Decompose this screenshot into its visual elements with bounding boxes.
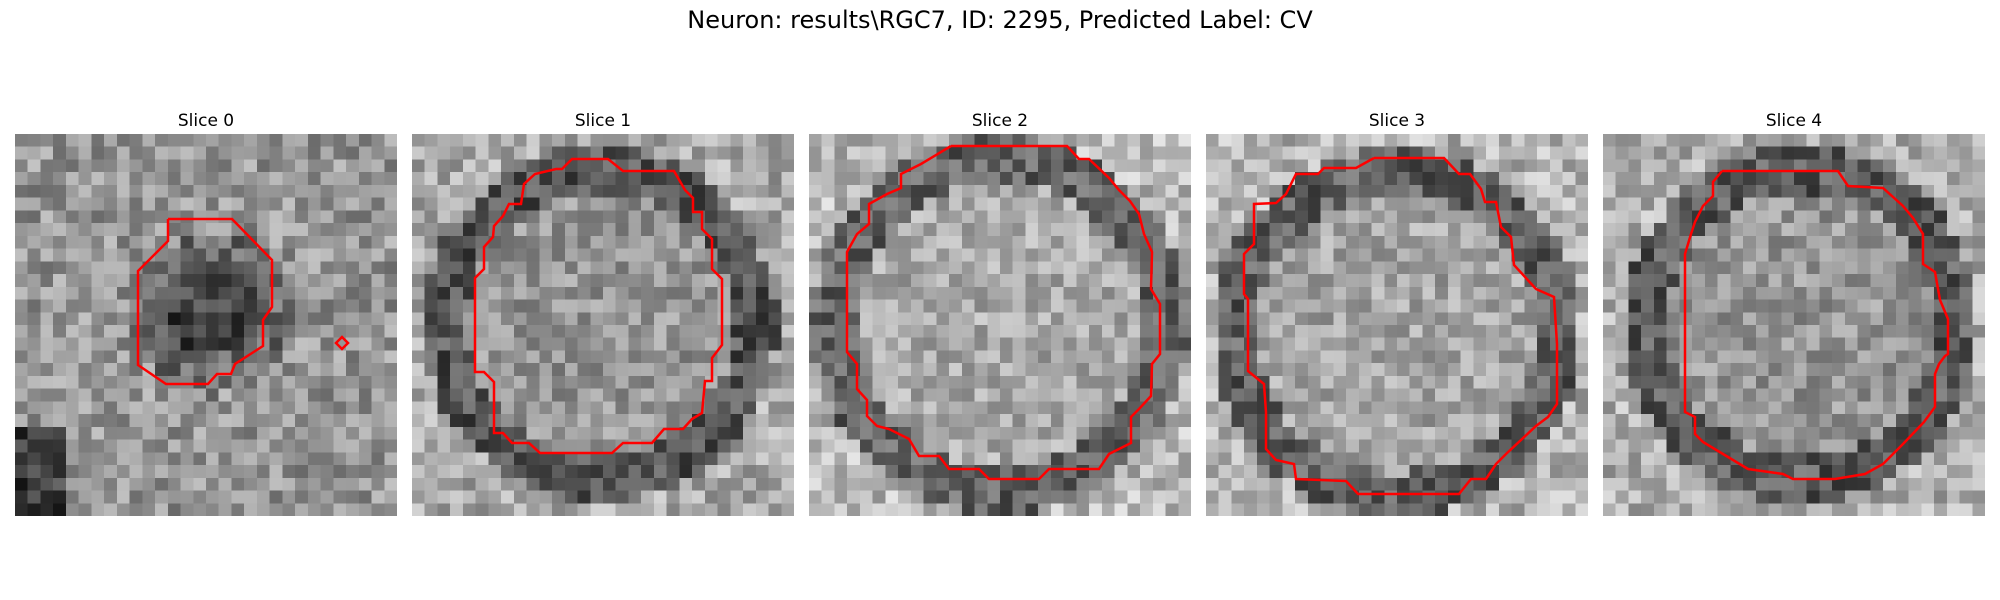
segmentation-contour	[1242, 156, 1559, 496]
segmentation-contour	[1683, 169, 1950, 481]
contour-overlay	[1683, 169, 1950, 481]
grayscale-image	[1603, 134, 1985, 516]
contour-overlay	[473, 157, 724, 455]
slice-image	[809, 134, 1191, 516]
slice-image	[412, 134, 794, 516]
segmentation-contour	[845, 144, 1162, 481]
slice-title: Slice 3	[1368, 111, 1426, 131]
slice-title: Slice 0	[177, 111, 235, 131]
contour-overlay	[1242, 156, 1559, 496]
slice-title: Slice 1	[574, 111, 632, 131]
slice-panel-1: Slice 1	[412, 109, 794, 516]
segmentation-contour	[136, 217, 274, 386]
slice-image	[15, 134, 397, 516]
slice-panel-0: Slice 0	[15, 109, 397, 516]
slice-panel-2: Slice 2	[809, 109, 1191, 516]
slice-panel-4: Slice 4	[1603, 109, 1985, 516]
slice-image	[1206, 134, 1588, 516]
segmentation-contour	[334, 335, 350, 351]
grayscale-image	[15, 134, 397, 516]
slice-panel-3: Slice 3	[1206, 109, 1588, 516]
slice-image	[1603, 134, 1985, 516]
figure-title: Neuron: results\RGC7, ID: 2295, Predicte…	[687, 6, 1313, 34]
slice-title: Slice 2	[971, 111, 1029, 131]
contour-overlay	[845, 144, 1162, 481]
slice-title: Slice 4	[1765, 111, 1823, 131]
contour-overlay	[136, 217, 350, 386]
segmentation-contour	[473, 157, 724, 455]
